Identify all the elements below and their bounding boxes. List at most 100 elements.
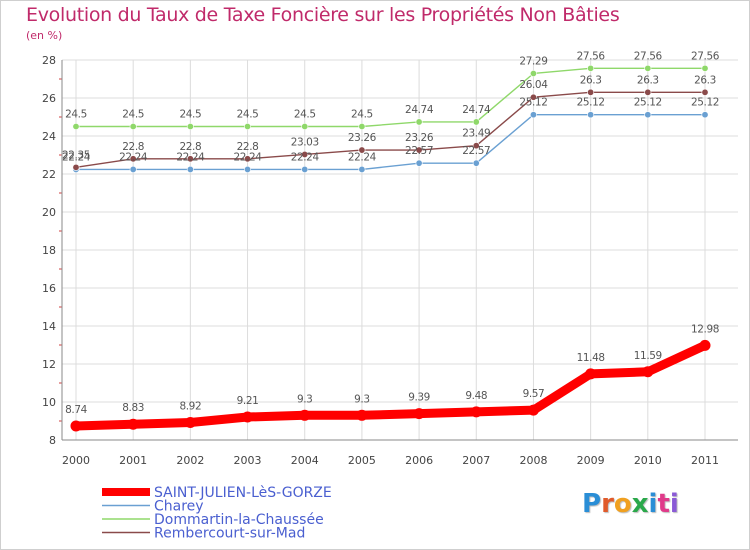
data-point bbox=[470, 406, 482, 418]
data-label: 12.98 bbox=[691, 323, 719, 335]
data-point bbox=[186, 123, 194, 131]
y-tick-label: 24 bbox=[42, 130, 56, 143]
data-label: 25.12 bbox=[577, 97, 605, 109]
y-tick-label: 18 bbox=[42, 244, 56, 257]
data-label: 27.56 bbox=[691, 50, 720, 62]
data-label: 22.8 bbox=[122, 141, 144, 153]
data-label: 8.92 bbox=[179, 401, 201, 413]
data-point bbox=[184, 417, 196, 429]
data-label: 8.74 bbox=[65, 404, 87, 416]
x-tick-label: 2000 bbox=[62, 454, 90, 467]
data-label: 9.39 bbox=[408, 392, 430, 404]
x-tick-label: 2010 bbox=[634, 454, 662, 467]
data-point bbox=[129, 155, 137, 163]
data-point bbox=[186, 155, 194, 163]
y-tick-label: 22 bbox=[42, 168, 56, 181]
data-label: 23.26 bbox=[405, 132, 434, 144]
y-tick-label: 10 bbox=[42, 396, 56, 409]
legend-label: Rembercourt-sur-Mad bbox=[154, 526, 305, 542]
data-label: 24.74 bbox=[462, 104, 491, 116]
data-label: 22.35 bbox=[62, 149, 90, 161]
data-label: 26.3 bbox=[580, 74, 602, 86]
data-point bbox=[701, 88, 709, 96]
data-point bbox=[413, 408, 425, 420]
data-label: 24.5 bbox=[122, 109, 144, 121]
data-label: 25.12 bbox=[519, 97, 547, 109]
data-point bbox=[587, 64, 595, 72]
data-label: 11.48 bbox=[577, 352, 605, 364]
x-tick-label: 2003 bbox=[234, 454, 262, 467]
data-label: 24.5 bbox=[294, 109, 316, 121]
y-tick-label: 20 bbox=[42, 206, 56, 219]
data-point bbox=[644, 111, 652, 119]
data-label: 22.24 bbox=[119, 151, 148, 163]
data-label: 22.24 bbox=[234, 151, 263, 163]
data-point bbox=[186, 165, 194, 173]
chart-title: Evolution du Taux de Taxe Foncière sur l… bbox=[26, 4, 620, 26]
data-label: 23.49 bbox=[462, 128, 490, 140]
data-point bbox=[472, 118, 480, 126]
data-point bbox=[529, 111, 537, 119]
y-tick-label: 12 bbox=[42, 358, 56, 371]
series-line bbox=[75, 91, 706, 169]
data-point bbox=[129, 165, 137, 173]
data-label: 22.24 bbox=[62, 151, 91, 163]
data-label: 24.74 bbox=[405, 104, 434, 116]
data-point bbox=[299, 409, 311, 421]
legend-label: SAINT-JULIEN-LèS-GORZE bbox=[154, 485, 332, 501]
data-point bbox=[358, 165, 366, 173]
data-point bbox=[527, 404, 539, 416]
legend-label: Dommartin-la-Chaussée bbox=[154, 512, 324, 528]
x-tick-label: 2008 bbox=[519, 454, 547, 467]
data-point bbox=[415, 159, 423, 167]
data-label: 23.03 bbox=[291, 136, 319, 148]
data-point bbox=[701, 111, 709, 119]
data-label: 22.24 bbox=[176, 151, 205, 163]
data-point bbox=[72, 163, 80, 171]
data-label: 22.8 bbox=[179, 141, 201, 153]
data-label: 23.26 bbox=[348, 132, 377, 144]
data-point bbox=[301, 150, 309, 158]
data-point bbox=[529, 69, 537, 77]
data-point bbox=[356, 409, 368, 421]
series-line bbox=[75, 114, 706, 171]
x-tick-label: 2009 bbox=[577, 454, 605, 467]
data-point bbox=[301, 123, 309, 131]
data-label: 24.5 bbox=[237, 109, 259, 121]
data-point bbox=[472, 159, 480, 167]
data-label: 24.5 bbox=[65, 109, 87, 121]
data-label: 9.3 bbox=[354, 393, 370, 405]
data-point bbox=[244, 123, 252, 131]
x-tick-label: 2004 bbox=[291, 454, 319, 467]
data-point bbox=[415, 118, 423, 126]
data-point bbox=[585, 368, 597, 380]
data-point bbox=[129, 123, 137, 131]
y-tick-label: 8 bbox=[49, 434, 56, 447]
data-label: 24.5 bbox=[179, 109, 201, 121]
data-point bbox=[587, 111, 595, 119]
data-label: 27.56 bbox=[634, 50, 663, 62]
y-axis-unit-label: (en %) bbox=[26, 29, 63, 42]
data-point bbox=[644, 64, 652, 72]
data-point bbox=[72, 123, 80, 131]
data-point bbox=[701, 64, 709, 72]
data-point bbox=[301, 165, 309, 173]
data-point bbox=[644, 88, 652, 96]
data-label: 8.83 bbox=[122, 402, 144, 414]
series-line bbox=[75, 67, 706, 128]
series-line bbox=[71, 340, 710, 431]
data-point bbox=[244, 165, 252, 173]
x-tick-label: 2007 bbox=[462, 454, 490, 467]
data-point bbox=[587, 88, 595, 96]
data-point bbox=[242, 411, 254, 423]
data-label: 25.12 bbox=[691, 97, 719, 109]
data-point bbox=[244, 155, 252, 163]
data-label: 22.8 bbox=[237, 141, 259, 153]
data-point bbox=[358, 123, 366, 131]
data-label: 22.57 bbox=[405, 145, 433, 157]
data-label: 11.59 bbox=[634, 350, 662, 362]
data-label: 9.48 bbox=[465, 390, 487, 402]
x-tick-label: 2011 bbox=[691, 454, 719, 467]
data-label: 9.21 bbox=[237, 395, 259, 407]
x-tick-label: 2006 bbox=[405, 454, 433, 467]
